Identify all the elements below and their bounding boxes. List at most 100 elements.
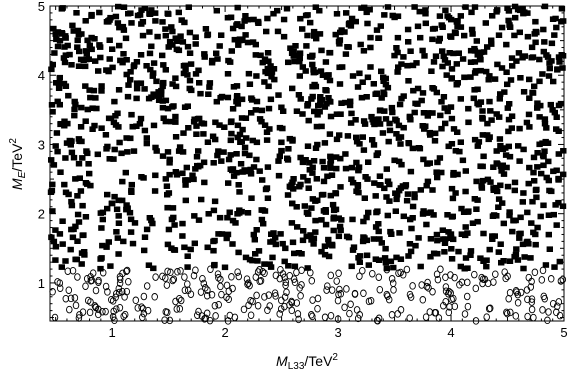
square-point [546, 187, 553, 194]
square-point [395, 122, 403, 129]
square-point [484, 120, 491, 127]
square-point [122, 169, 129, 176]
square-point [50, 162, 58, 168]
square-point [82, 48, 90, 54]
square-point [65, 191, 72, 198]
square-point [249, 39, 257, 45]
circle-point [121, 310, 129, 319]
square-point [433, 231, 441, 238]
square-point [396, 158, 403, 165]
square-point [344, 133, 352, 139]
square-point [332, 31, 339, 38]
square-point [382, 116, 390, 122]
square-point [160, 79, 167, 86]
square-point [233, 98, 240, 105]
square-point [214, 56, 221, 62]
square-point [297, 154, 304, 161]
square-point [82, 214, 90, 220]
square-point [165, 44, 172, 50]
circle-point [82, 282, 89, 290]
square-point [467, 252, 474, 258]
square-point [394, 34, 402, 41]
square-point [532, 28, 540, 35]
square-point [371, 121, 378, 128]
square-point [319, 72, 327, 78]
square-point [181, 62, 189, 69]
square-point [241, 150, 249, 157]
square-point [244, 210, 252, 216]
square-point [398, 161, 405, 168]
square-point [546, 246, 553, 252]
circle-point [297, 292, 304, 300]
square-point [480, 230, 487, 237]
x-tick-label: 3 [334, 325, 341, 340]
circle-point [525, 273, 533, 282]
square-point [290, 48, 297, 55]
square-point [271, 76, 278, 83]
circle-point [445, 288, 453, 296]
square-point [414, 101, 421, 107]
square-point [342, 151, 349, 157]
circle-point [200, 279, 208, 288]
circle-point [115, 284, 123, 293]
square-point [263, 28, 270, 35]
square-point [357, 41, 364, 48]
square-point [555, 199, 562, 206]
circle-point [374, 316, 381, 325]
square-point [348, 263, 355, 270]
square-point [49, 208, 56, 214]
square-point [548, 58, 555, 64]
square-point [285, 146, 292, 152]
square-point [457, 139, 464, 145]
square-point [414, 85, 422, 92]
square-point [402, 183, 409, 190]
square-point [440, 53, 447, 60]
square-point [244, 16, 251, 23]
square-point [75, 160, 83, 167]
square-point [429, 26, 437, 32]
square-point [491, 76, 499, 82]
square-point [500, 171, 508, 177]
square-point [241, 18, 248, 24]
square-point [508, 55, 516, 61]
circle-point [184, 286, 192, 295]
square-point [291, 58, 298, 65]
square-point [259, 207, 267, 213]
square-point [201, 54, 208, 60]
square-point [106, 156, 113, 162]
square-point [206, 84, 213, 90]
circle-point [524, 312, 531, 321]
square-point [313, 123, 321, 130]
square-point [382, 259, 390, 266]
square-point [411, 191, 418, 197]
circle-point [162, 274, 169, 282]
circle-point [503, 308, 510, 317]
square-point [109, 64, 116, 71]
square-point [72, 176, 79, 182]
square-point [59, 241, 66, 247]
square-point [504, 105, 511, 111]
square-point [363, 9, 370, 16]
square-point [119, 23, 127, 30]
square-point [72, 223, 79, 230]
square-point [218, 231, 226, 237]
square-point [272, 234, 279, 241]
square-point [453, 61, 460, 67]
square-point [233, 22, 240, 28]
circle-point [434, 275, 442, 284]
square-point [193, 123, 200, 129]
axis-tick-labels: 1 2 3 4 5 1 2 3 4 5 [38, 0, 568, 340]
square-point [386, 198, 393, 204]
square-point [48, 66, 55, 73]
square-point [172, 83, 180, 90]
square-point [265, 58, 272, 64]
square-point [539, 140, 546, 146]
circle-point [397, 306, 405, 314]
square-point [150, 122, 158, 129]
square-point [104, 205, 111, 212]
square-point [243, 135, 250, 141]
square-point [335, 233, 343, 240]
square-point [356, 70, 363, 77]
square-point [233, 94, 241, 100]
circle-point [360, 289, 367, 298]
